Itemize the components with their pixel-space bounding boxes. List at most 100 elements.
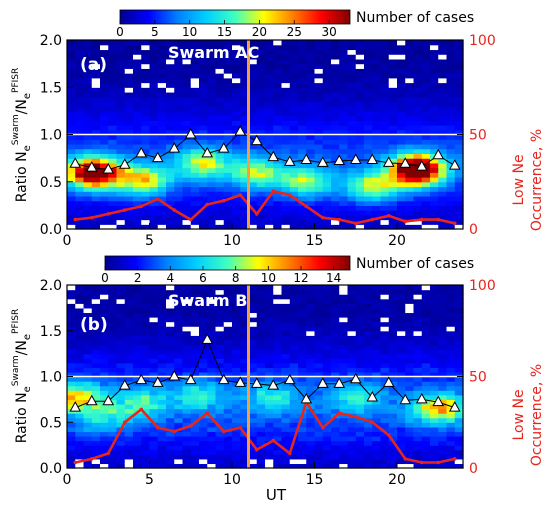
heatmap-cell [149,426,159,432]
heatmap-cell [124,54,134,60]
heatmap-cell [364,385,373,391]
heatmap-cell [380,101,390,107]
heatmap-cell [322,289,332,295]
heatmap-cell [331,186,340,192]
heatmap-cell [438,449,448,455]
heatmap-cell [248,68,258,74]
mean-ratio-marker [283,373,296,385]
heatmap-cell [372,344,382,350]
heatmap-cell [347,339,357,346]
heatmap-cell [388,330,398,336]
heatmap-cell [430,120,439,126]
colorbar-tick-label: 4 [167,271,175,285]
heatmap-cell [430,362,439,368]
heatmap-cell [83,408,93,414]
heatmap-cell [91,63,101,69]
heatmap-cell [405,326,415,332]
heatmap-cell [116,58,126,65]
heatmap-cell [182,139,192,145]
heatmap-cell [413,422,423,428]
heatmap-cell [232,44,241,51]
heatmap-cell [446,224,456,230]
heatmap-cell [347,381,357,387]
heatmap-cell [116,177,126,183]
heatmap-cell [157,214,167,221]
heatmap-cell [75,143,85,150]
heatmap-cell [289,321,299,327]
heatmap-cell [306,353,316,359]
heatmap-cell [380,205,390,211]
low-ne-occurrence-point [386,213,391,218]
heatmap-cell [190,68,200,74]
heatmap-cell [133,399,142,405]
low-ne-occurrence-point [221,429,226,434]
heatmap-cell [240,349,250,355]
heatmap-cell [67,381,76,387]
heatmap-cell [322,96,332,103]
heatmap-cell [215,63,225,69]
heatmap-cell [182,106,192,112]
heatmap-cell [430,49,439,55]
heatmap-cell [157,458,167,465]
heatmap-cell [405,77,415,84]
heatmap-cell [355,205,365,211]
heatmap-cell [446,134,456,140]
heatmap-cell [273,219,283,225]
heatmap-cell [83,367,93,373]
heatmap-cell [141,214,151,221]
heatmap-cell [364,321,373,327]
heatmap-cell [157,49,167,55]
heatmap-cell [248,399,258,405]
heatmap-cell [388,344,398,350]
heatmap-cell [199,91,208,98]
heatmap-cell [75,181,85,188]
heatmap-cell [331,417,340,423]
low-ne-occurrence-point [73,217,78,222]
heatmap-cell [83,91,93,98]
heatmap-cell [347,101,357,107]
heatmap-cell [190,394,200,400]
heatmap-cell [339,143,349,150]
heatmap-cell [223,358,233,364]
heatmap-cell [248,367,258,373]
heatmap-cell [190,435,200,442]
heatmap-cell [133,440,142,446]
heatmap-cell [347,367,357,373]
heatmap-cell [405,49,415,55]
heatmap-cell [413,362,423,368]
heatmap-cell [430,91,439,98]
heatmap-cell [364,394,373,400]
heatmap-cell [256,191,266,197]
heatmap-cell [207,167,217,173]
heatmap-cell [347,162,357,169]
heatmap-cell [91,210,101,216]
heatmap-cell [372,426,382,432]
heatmap-cell [298,110,307,117]
heatmap-cell [248,435,258,442]
heatmap-cell [124,367,134,373]
heatmap-cell [149,91,159,98]
heatmap-cell [372,143,382,150]
heatmap-cell [149,195,159,202]
heatmap-cell [355,449,365,455]
heatmap-cell [372,210,382,216]
heatmap-cell [182,321,192,327]
heatmap-cell [265,134,274,140]
heatmap-cell [256,449,266,455]
heatmap-cell [116,158,126,164]
heatmap-cell [116,394,126,400]
heatmap-cell [190,321,200,327]
heatmap-cell [248,312,258,318]
heatmap-cell [240,134,250,140]
heatmap-cell [182,101,192,107]
heatmap-cell [380,330,390,336]
heatmap-cell [67,214,76,221]
heatmap-cell [133,403,142,410]
heatmap-cell [248,200,258,206]
x-axis-ticks-b: 0 5 10 15 20 [63,462,406,488]
heatmap-cell [67,110,76,117]
heatmap-cell [347,68,357,74]
heatmap-cell [289,191,299,197]
heatmap-cell [438,120,448,126]
heatmap-cell [207,367,217,373]
